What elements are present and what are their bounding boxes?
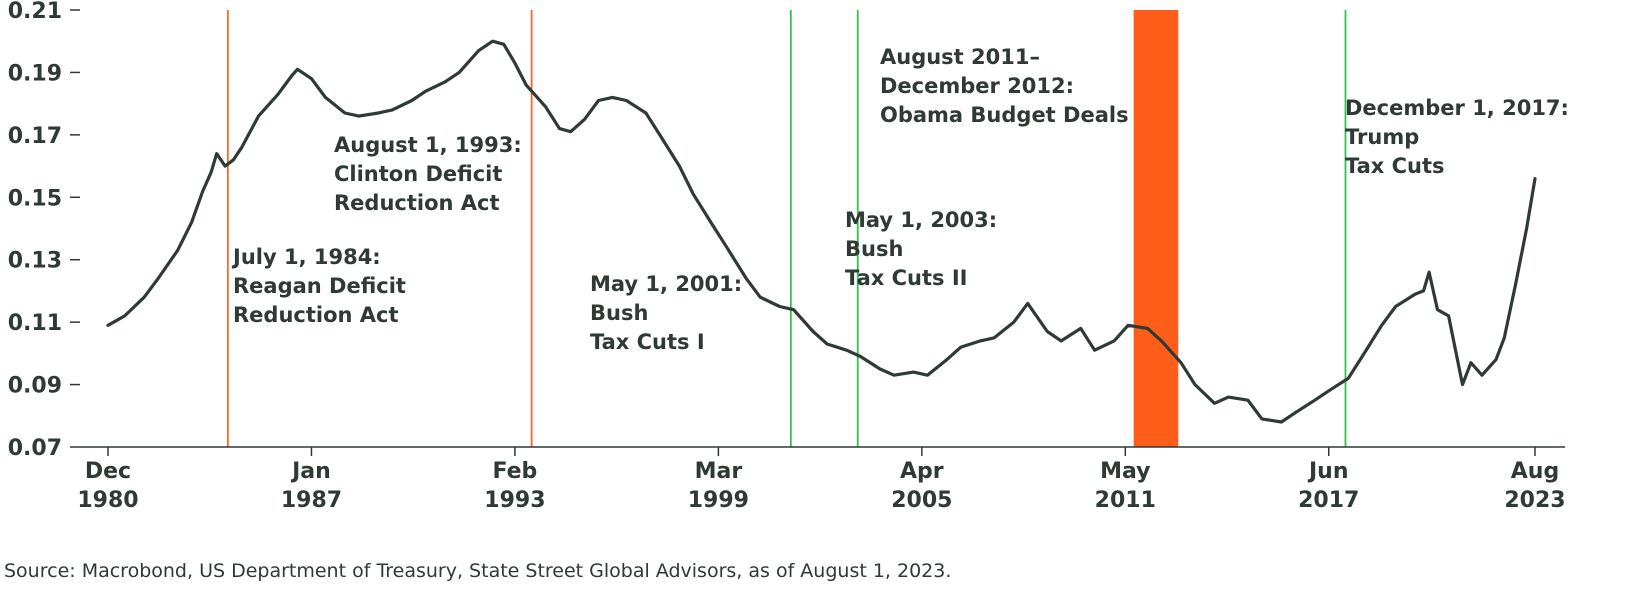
shaded-period-bar [1133,10,1179,447]
source-note: Source: Macrobond, US Department of Trea… [4,560,952,582]
annotation-line: Bush [590,301,648,325]
x-tick-month: Mar [695,459,743,484]
event-annotation: July 1, 1984: Reagan Deficit Reduction Act [231,245,406,327]
annotation-line: Reagan Deficit [233,274,406,298]
x-ticks: Dec 1980 Jan 1987 Feb 1993 Mar 1999 Apr 2005 May 20… [77,447,1566,513]
y-tick-label: 0.17 [8,124,62,149]
series-line [106,39,1537,424]
annotation-line: August 2011– [880,45,1040,69]
y-tick-label: 0.21 [8,0,62,24]
event-annotation: May 1, 2003: Bush Tax Cuts II [845,208,997,290]
x-tick-month: Jan [290,459,331,484]
annotations: July 1, 1984: Reagan Deficit Reduction Act… [231,45,1569,354]
event-lines [226,10,1347,447]
x-tick-month: Aug [1511,459,1559,484]
annotation-line: Tax Cuts I [590,330,705,354]
y-tick-label: 0.09 [8,374,62,399]
annotation-line: May 1, 2001: [590,272,742,296]
y-tick-label: 0.15 [8,186,62,211]
x-tick-year: 1999 [688,488,749,513]
shaded-periods [1133,10,1179,447]
event-annotation: May 1, 2001: Bush Tax Cuts I [590,272,742,354]
x-tick-year: 1993 [484,488,545,513]
annotation-line: Tax Cuts II [845,266,967,290]
x-tick-year: 2017 [1298,488,1359,513]
x-tick-year: 1980 [77,488,138,513]
annotation-line: December 1, 2017: [1345,96,1569,120]
event-annotation: August 2011– December 2012: Obama Budget D… [880,45,1129,127]
annotation-line: July 1, 1984: [231,245,381,269]
x-tick-month: Dec [85,459,131,484]
x-tick-year: 2023 [1504,488,1565,513]
x-tick-month: Jun [1307,459,1349,484]
x-tick-month: May [1100,459,1150,484]
annotation-line: August 1, 1993: [334,133,522,157]
event-annotation: August 1, 1993: Clinton Deficit Reduction … [334,133,522,215]
annotation-line: Tax Cuts [1345,154,1445,178]
annotation-line: Reduction Act [334,191,500,215]
annotation-line: Reduction Act [233,303,399,327]
y-tick-label: 0.11 [8,311,62,336]
line-chart: Dec 1980 Jan 1987 Feb 1993 Mar 1999 Apr 2005 May 20… [8,0,1569,513]
annotation-line: Bush [845,237,903,261]
annotation-line: Clinton Deficit [334,162,502,186]
event-annotation: December 1, 2017: Trump Tax Cuts [1345,96,1569,178]
y-ticks: 0.21 0.19 0.17 0.15 0.13 0.11 0.09 0.07 [8,0,80,461]
x-tick-year: 1987 [281,488,342,513]
y-tick-label: 0.19 [8,61,62,86]
y-tick-label: 0.07 [8,436,62,461]
x-tick-year: 2005 [891,488,952,513]
x-tick-month: Apr [900,459,944,484]
annotation-line: December 2012: [880,74,1074,98]
y-tick-label: 0.13 [8,249,62,274]
x-tick-year: 2011 [1095,488,1156,513]
x-tick-month: Feb [493,459,538,484]
annotation-line: May 1, 2003: [845,208,997,232]
annotation-line: Trump [1345,125,1419,149]
annotation-line: Obama Budget Deals [880,103,1129,127]
